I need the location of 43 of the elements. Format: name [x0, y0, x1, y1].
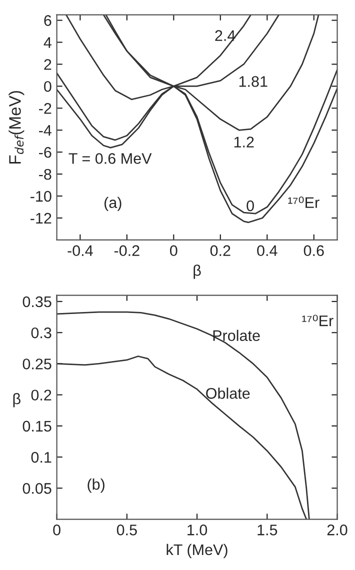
x-tick-label: 0.2	[210, 245, 230, 256]
y-tick-label: 0.3	[31, 327, 52, 338]
x-axis-title: β	[194, 264, 201, 279]
y-tick-label: -2	[39, 103, 52, 114]
y-tick-label: 0.15	[22, 420, 52, 432]
y-axis-title: F$_{def}$(MeV)	[8, 91, 24, 164]
x-tick-label: 0.5	[116, 524, 137, 536]
y-tick-label: -4	[39, 125, 52, 136]
y-tick-label: 6	[44, 15, 52, 26]
x-tick-label: 0.6	[304, 245, 324, 256]
y-tick-label: 0.1	[31, 452, 52, 463]
y-tick-label: -12	[30, 212, 52, 224]
annotation: (a)	[104, 196, 122, 212]
x-tick-label: 0	[170, 245, 178, 256]
x-tick-label: -0.4	[68, 245, 93, 256]
x-axis-title: kT (MeV)	[166, 544, 228, 558]
y-tick-label: 0.05	[22, 483, 52, 494]
y-tick-label: 4	[44, 37, 52, 48]
annotation: Oblate	[206, 388, 250, 399]
annotation: ¹⁷⁰Er	[288, 196, 320, 208]
y-tick-label: 2	[44, 59, 52, 70]
y-tick-label: -6	[39, 146, 52, 158]
y-tick-label: 0	[44, 81, 52, 92]
x-tick-label: 2.0	[327, 524, 348, 536]
y-tick-label: 0.35	[22, 296, 52, 308]
y-tick-label: -10	[30, 190, 52, 202]
annotation: (b)	[88, 478, 104, 493]
annotation: ¹⁷⁰Er	[302, 314, 334, 326]
y-tick-label: 0.2	[31, 390, 52, 401]
annotation: 0	[246, 200, 254, 212]
annotation: 1.2	[234, 136, 254, 148]
x-tick-label: 0	[53, 524, 60, 536]
annotation: 1.81	[239, 76, 268, 87]
x-tick-label: 0.4	[257, 245, 278, 256]
y-tick-label: 0.25	[22, 358, 52, 370]
y-axis-title: β	[13, 393, 20, 408]
y-tick-label: -8	[39, 168, 52, 180]
x-tick-label: -0.2	[114, 245, 140, 256]
annotation: 2.4	[215, 30, 236, 41]
x-tick-label: 1.5	[258, 524, 278, 536]
annotation: Prolate	[213, 330, 260, 342]
annotation: T = 0.6 MeV	[68, 153, 152, 164]
x-tick-label: 1.0	[188, 524, 208, 536]
